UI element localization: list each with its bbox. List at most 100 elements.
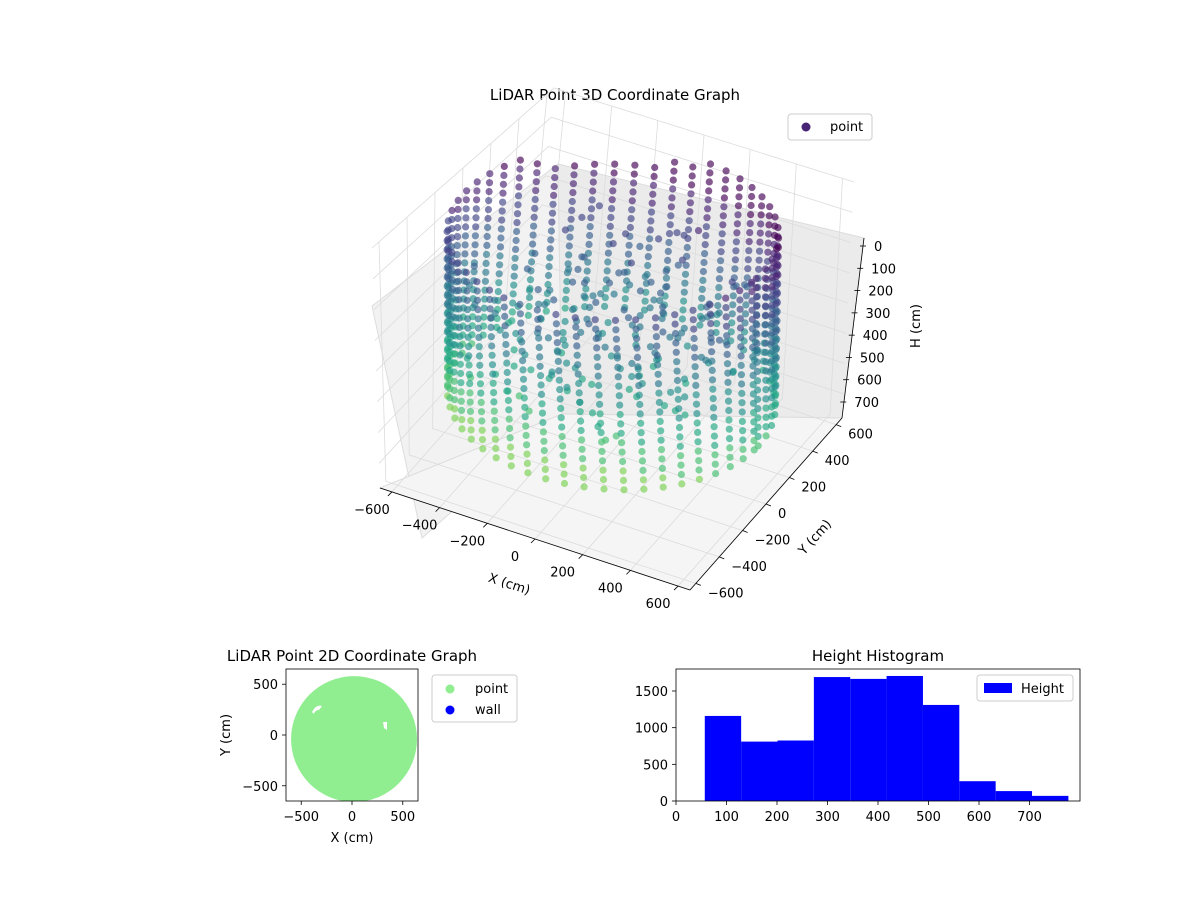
data-point-3d xyxy=(541,456,549,464)
data-point-3d xyxy=(515,174,524,182)
data-point-3d xyxy=(761,265,770,273)
data-point-3d xyxy=(541,301,549,309)
y-axis-label-3d: Y (cm) xyxy=(795,517,835,559)
histogram-title: Height Histogram xyxy=(812,647,944,665)
data-point-3d xyxy=(674,261,682,269)
data-point-3d xyxy=(506,424,514,433)
data-point-3d xyxy=(697,353,706,361)
data-point-3d xyxy=(512,329,520,338)
data-point-3d xyxy=(651,163,659,172)
data-point-3d xyxy=(455,323,464,331)
data-point-3d xyxy=(672,339,680,347)
data-point-3d xyxy=(473,287,481,295)
data-point-3d xyxy=(638,447,646,456)
data-point-3d xyxy=(514,192,523,200)
data-point-3d xyxy=(701,241,709,249)
data-point-3d xyxy=(547,227,556,235)
data-point-3d xyxy=(448,276,456,284)
data-point-3d xyxy=(461,232,469,240)
data-point-3d xyxy=(724,388,732,396)
x-tick-label-histogram: 500 xyxy=(916,810,941,825)
data-point-3d xyxy=(722,176,730,184)
data-point-3d xyxy=(609,178,618,186)
chart-2d: LiDAR Point 2D Coordinate Graph −500 0 500… xyxy=(219,647,518,846)
data-point-3d xyxy=(708,366,716,374)
data-point-3d xyxy=(698,285,706,293)
data-point-3d xyxy=(711,451,719,459)
data-point-3d xyxy=(457,397,465,405)
data-point-3d xyxy=(734,211,742,219)
data-point-3d xyxy=(538,400,546,408)
data-point-3d xyxy=(640,306,649,314)
data-point-3d xyxy=(519,357,527,365)
data-point-3d xyxy=(560,461,568,469)
data-point-3d xyxy=(482,268,490,276)
grid-line-h xyxy=(378,292,844,464)
data-point-3d xyxy=(658,455,666,463)
data-point-3d xyxy=(683,342,692,350)
data-point-3d xyxy=(481,277,489,285)
data-point-3d xyxy=(691,353,699,361)
histogram-bar xyxy=(741,741,778,801)
data-point-3d xyxy=(755,256,763,264)
data-point-3d xyxy=(505,406,513,414)
data-point-3d xyxy=(516,156,525,164)
data-point-3d xyxy=(686,208,694,216)
data-point-3d xyxy=(454,214,462,223)
data-point-3d xyxy=(506,443,515,451)
data-point-3d xyxy=(616,401,624,409)
data-point-3d xyxy=(510,362,518,370)
data-point-3d xyxy=(528,258,536,266)
data-point-3d xyxy=(587,214,595,222)
data-point-3d xyxy=(627,259,636,267)
data-point-3d xyxy=(695,466,703,474)
data-point-3d xyxy=(658,464,667,472)
data-point-3d xyxy=(766,203,774,211)
data-point-3d xyxy=(519,375,528,383)
data-point-3d xyxy=(743,274,751,282)
data-point-3d xyxy=(455,305,463,313)
data-point-3d xyxy=(503,359,511,367)
x-ticks-2d: −500 0 500 xyxy=(283,801,415,825)
data-point-3d xyxy=(750,427,758,435)
x-tick-label-histogram: 100 xyxy=(714,810,739,825)
data-point-3d xyxy=(653,342,661,350)
data-point-3d xyxy=(711,441,719,449)
data-point-3d xyxy=(545,263,553,271)
data-point-3d xyxy=(465,370,473,378)
grid-line-y xyxy=(406,217,720,558)
data-point-3d xyxy=(444,217,452,225)
data-point-3d xyxy=(762,386,770,394)
legend-histogram-box xyxy=(976,674,1074,702)
data-point-3d xyxy=(771,213,779,221)
data-point-3d xyxy=(559,451,567,459)
data-point-3d xyxy=(532,178,540,186)
data-point-3d xyxy=(654,380,663,388)
data-point-3d xyxy=(625,385,633,393)
data-point-3d xyxy=(456,351,464,359)
data-point-3d xyxy=(726,453,734,461)
data-point-3d xyxy=(649,181,658,189)
data-point-3d xyxy=(737,333,745,341)
grid-line-h xyxy=(373,146,852,310)
data-point-3d xyxy=(486,170,494,178)
data-point-3d xyxy=(694,428,702,436)
data-point-3d xyxy=(591,316,599,324)
data-point-3d xyxy=(513,227,521,236)
data-point-3d xyxy=(748,288,756,296)
data-point-3d xyxy=(722,304,730,312)
data-point-3d xyxy=(744,265,752,273)
data-point-3d xyxy=(739,455,747,463)
data-point-3d xyxy=(611,160,619,168)
data-point-3d xyxy=(692,381,700,389)
data-point-3d xyxy=(561,304,569,312)
x-tick-label-3d: 200 xyxy=(550,566,575,581)
data-point-3d xyxy=(541,465,549,473)
data-point-3d xyxy=(641,297,649,305)
data-point-3d xyxy=(694,438,702,446)
data-point-3d xyxy=(594,372,602,380)
grid-line-y xyxy=(432,192,743,531)
data-point-3d xyxy=(741,319,749,327)
data-point-3d xyxy=(768,394,776,402)
